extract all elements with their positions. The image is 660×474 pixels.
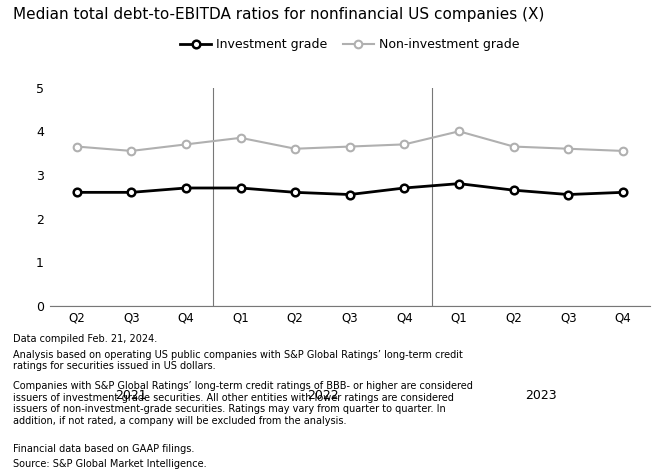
Text: Financial data based on GAAP filings.: Financial data based on GAAP filings. bbox=[13, 444, 195, 454]
Text: 2022: 2022 bbox=[307, 389, 339, 401]
Text: Source: S&P Global Market Intelligence.: Source: S&P Global Market Intelligence. bbox=[13, 459, 207, 469]
Text: 2023: 2023 bbox=[525, 389, 557, 401]
Text: Companies with S&P Global Ratings’ long-term credit ratings of BBB- or higher ar: Companies with S&P Global Ratings’ long-… bbox=[13, 381, 473, 426]
Text: Median total debt-to-EBITDA ratios for nonfinancial US companies (X): Median total debt-to-EBITDA ratios for n… bbox=[13, 7, 544, 22]
Text: Data compiled Feb. 21, 2024.: Data compiled Feb. 21, 2024. bbox=[13, 334, 158, 344]
Text: 2021: 2021 bbox=[115, 389, 147, 401]
Legend: Investment grade, Non-investment grade: Investment grade, Non-investment grade bbox=[175, 33, 525, 56]
Text: Analysis based on operating US public companies with S&P Global Ratings’ long-te: Analysis based on operating US public co… bbox=[13, 350, 463, 372]
